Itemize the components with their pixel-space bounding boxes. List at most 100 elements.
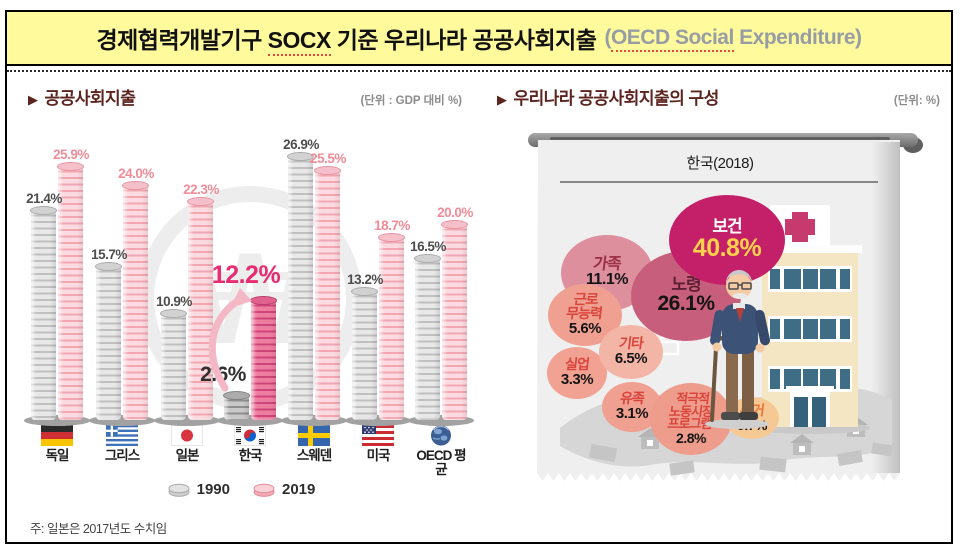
left-unit-label: (단위 : GDP 대비 %) — [360, 95, 462, 107]
bubble-other: 기타 6.5% — [599, 325, 663, 379]
coin-stack-1990 — [95, 262, 122, 420]
page-title-english: (OECD Social Expenditure) — [604, 26, 862, 52]
country-label: OECD 평균 — [416, 448, 466, 478]
flag-japan-icon — [171, 425, 203, 446]
coin-stack-1990 — [160, 309, 187, 420]
growth-arrow-icon — [208, 288, 252, 392]
country-usa: 미국 — [346, 425, 410, 463]
building-door — [786, 386, 834, 427]
right-panel-title: ▶ 우리나라 공공사회지출의 구성 — [497, 84, 719, 109]
coin-stack-1990 — [287, 152, 314, 420]
bubble-value: 2.8% — [676, 429, 706, 446]
country-germany: 독일 — [25, 425, 89, 463]
bubble-label: 가족 — [592, 255, 622, 273]
triangle-bullet-icon: ▶ — [28, 92, 38, 107]
pink-coin-icon — [253, 483, 275, 497]
card-title: 한국(2018) — [686, 155, 754, 172]
flag-korea-icon — [234, 425, 266, 446]
bar-value-2019: 18.7% — [374, 217, 410, 233]
country-label: 스웨덴 — [296, 448, 332, 463]
bar-value-1990: 10.9% — [156, 294, 192, 310]
bar-value-2019: 20.0% — [437, 205, 473, 220]
country-label: 그리스 — [104, 448, 140, 463]
globe-oecd-icon — [431, 425, 451, 446]
country-label: 한국 — [238, 448, 263, 463]
bubble-value: 26.1% — [657, 292, 715, 316]
coin-stack-2019 — [378, 232, 405, 420]
legend-item-1990: 1990 — [167, 481, 230, 498]
bar-group-shadow — [408, 415, 474, 426]
country-label: 독일 — [45, 448, 70, 463]
left-panel-header: ▶ 공공사회지출 (단위 : GDP 대비 %) — [28, 84, 462, 109]
window-band — [768, 266, 852, 292]
coin-stack-2019 — [57, 162, 84, 420]
coin-stack-1990 — [30, 206, 57, 420]
flag-sweden-icon — [298, 425, 330, 446]
country-korea: 한국 — [218, 425, 282, 463]
bubble-label: 근로 무능력 — [565, 291, 604, 322]
bubble-value: 5.6% — [568, 319, 602, 337]
bar-value-1990: 16.5% — [410, 239, 446, 255]
title-bar: 경제협력개발기구 SOCX 기준 우리나라 공공사회지출 (OECD Socia… — [7, 12, 951, 66]
coin-stack-1990 — [414, 254, 441, 420]
bar-group-shadow — [154, 415, 220, 426]
title-part-a: 경제협력개발기구 — [96, 27, 268, 53]
bubble-value: 3.1% — [615, 404, 649, 422]
bar-group-shadow — [217, 415, 283, 426]
footnote: 주: 일본은 2017년도 수치임 — [30, 522, 167, 536]
coin-stack-1990 — [223, 390, 250, 420]
bubble-value: 11.1% — [586, 271, 628, 289]
country-label: 일본 — [175, 448, 200, 463]
coin-stack-2019 — [314, 166, 341, 420]
country-greece: 그리스 — [90, 425, 154, 463]
bubble-value: 6.5% — [614, 349, 648, 367]
bar-group-shadow — [24, 415, 90, 426]
country-sweden: 스웨덴 — [282, 425, 346, 463]
flag-germany-icon — [41, 425, 73, 446]
bubble-label: 노령 — [671, 274, 701, 294]
flag-usa-icon — [362, 425, 394, 446]
bar-value-1990: 26.9% — [283, 137, 319, 153]
coin-stack-1990 — [351, 286, 378, 420]
country-label: 미국 — [366, 448, 391, 463]
flag-greece-icon — [106, 425, 138, 446]
page-title: 경제협력개발기구 SOCX 기준 우리나라 공공사회지출 — [96, 21, 597, 56]
coin-bar-chart: 21.4% 25.9% 15.7% 24.0% 10.9% 22.3% 2.6% 12.2% 2… — [12, 137, 474, 430]
title-part-c: 기준 우리나라 공공사회지출 — [330, 27, 597, 53]
legend-item-2019: 2019 — [252, 481, 315, 498]
bar-value-2019: 25.5% — [310, 151, 346, 167]
bubble-unemployment: 실업 3.3% — [547, 347, 607, 399]
right-panel-header: ▶ 우리나라 공공사회지출의 구성 (단위: %) — [497, 84, 940, 109]
right-heading-text: 우리나라 공공사회지출의 구성 — [513, 89, 720, 108]
bar-value-1990: 15.7% — [91, 247, 127, 263]
right-unit-label: (단위: %) — [893, 95, 940, 107]
bar-value-2019: 12.2% — [211, 261, 281, 290]
bubble-health: 보건 40.8% — [669, 195, 785, 285]
legend-label: 1990 — [196, 481, 230, 498]
bubble-label: 기타 — [618, 335, 644, 352]
gray-coin-icon — [168, 483, 190, 497]
coin-stack-2019 — [441, 220, 468, 420]
bubble-label: 보건 — [712, 216, 742, 236]
bubble-value: 3.3% — [560, 370, 594, 388]
chart-legend: 1990 2019 — [12, 481, 470, 498]
bar-group-shadow — [345, 415, 411, 426]
bar-value-1990: 2.6% — [200, 362, 246, 386]
country-japan: 일본 — [155, 425, 219, 463]
left-panel-title: ▶ 공공사회지출 — [28, 84, 136, 109]
bubble-label: 실업 — [564, 356, 590, 373]
title-sub-open: ( — [604, 26, 611, 49]
bubble-value: 40.8% — [692, 234, 762, 263]
bar-value-2019: 24.0% — [118, 165, 154, 181]
legend-label: 2019 — [282, 481, 316, 498]
window-band — [768, 316, 852, 342]
bar-value-1990: 13.2% — [347, 271, 383, 287]
left-heading-text: 공공사회지출 — [44, 89, 136, 108]
bubble-almp: 적극적 노동시장 프로그램 2.8% — [650, 383, 732, 455]
bubble-label: 유족 — [619, 390, 645, 407]
bar-group-shadow — [89, 415, 155, 426]
elderly-man-icon — [705, 269, 771, 429]
coin-stack-2019 — [250, 296, 277, 420]
title-sub-rest: Expenditure) — [733, 26, 862, 49]
